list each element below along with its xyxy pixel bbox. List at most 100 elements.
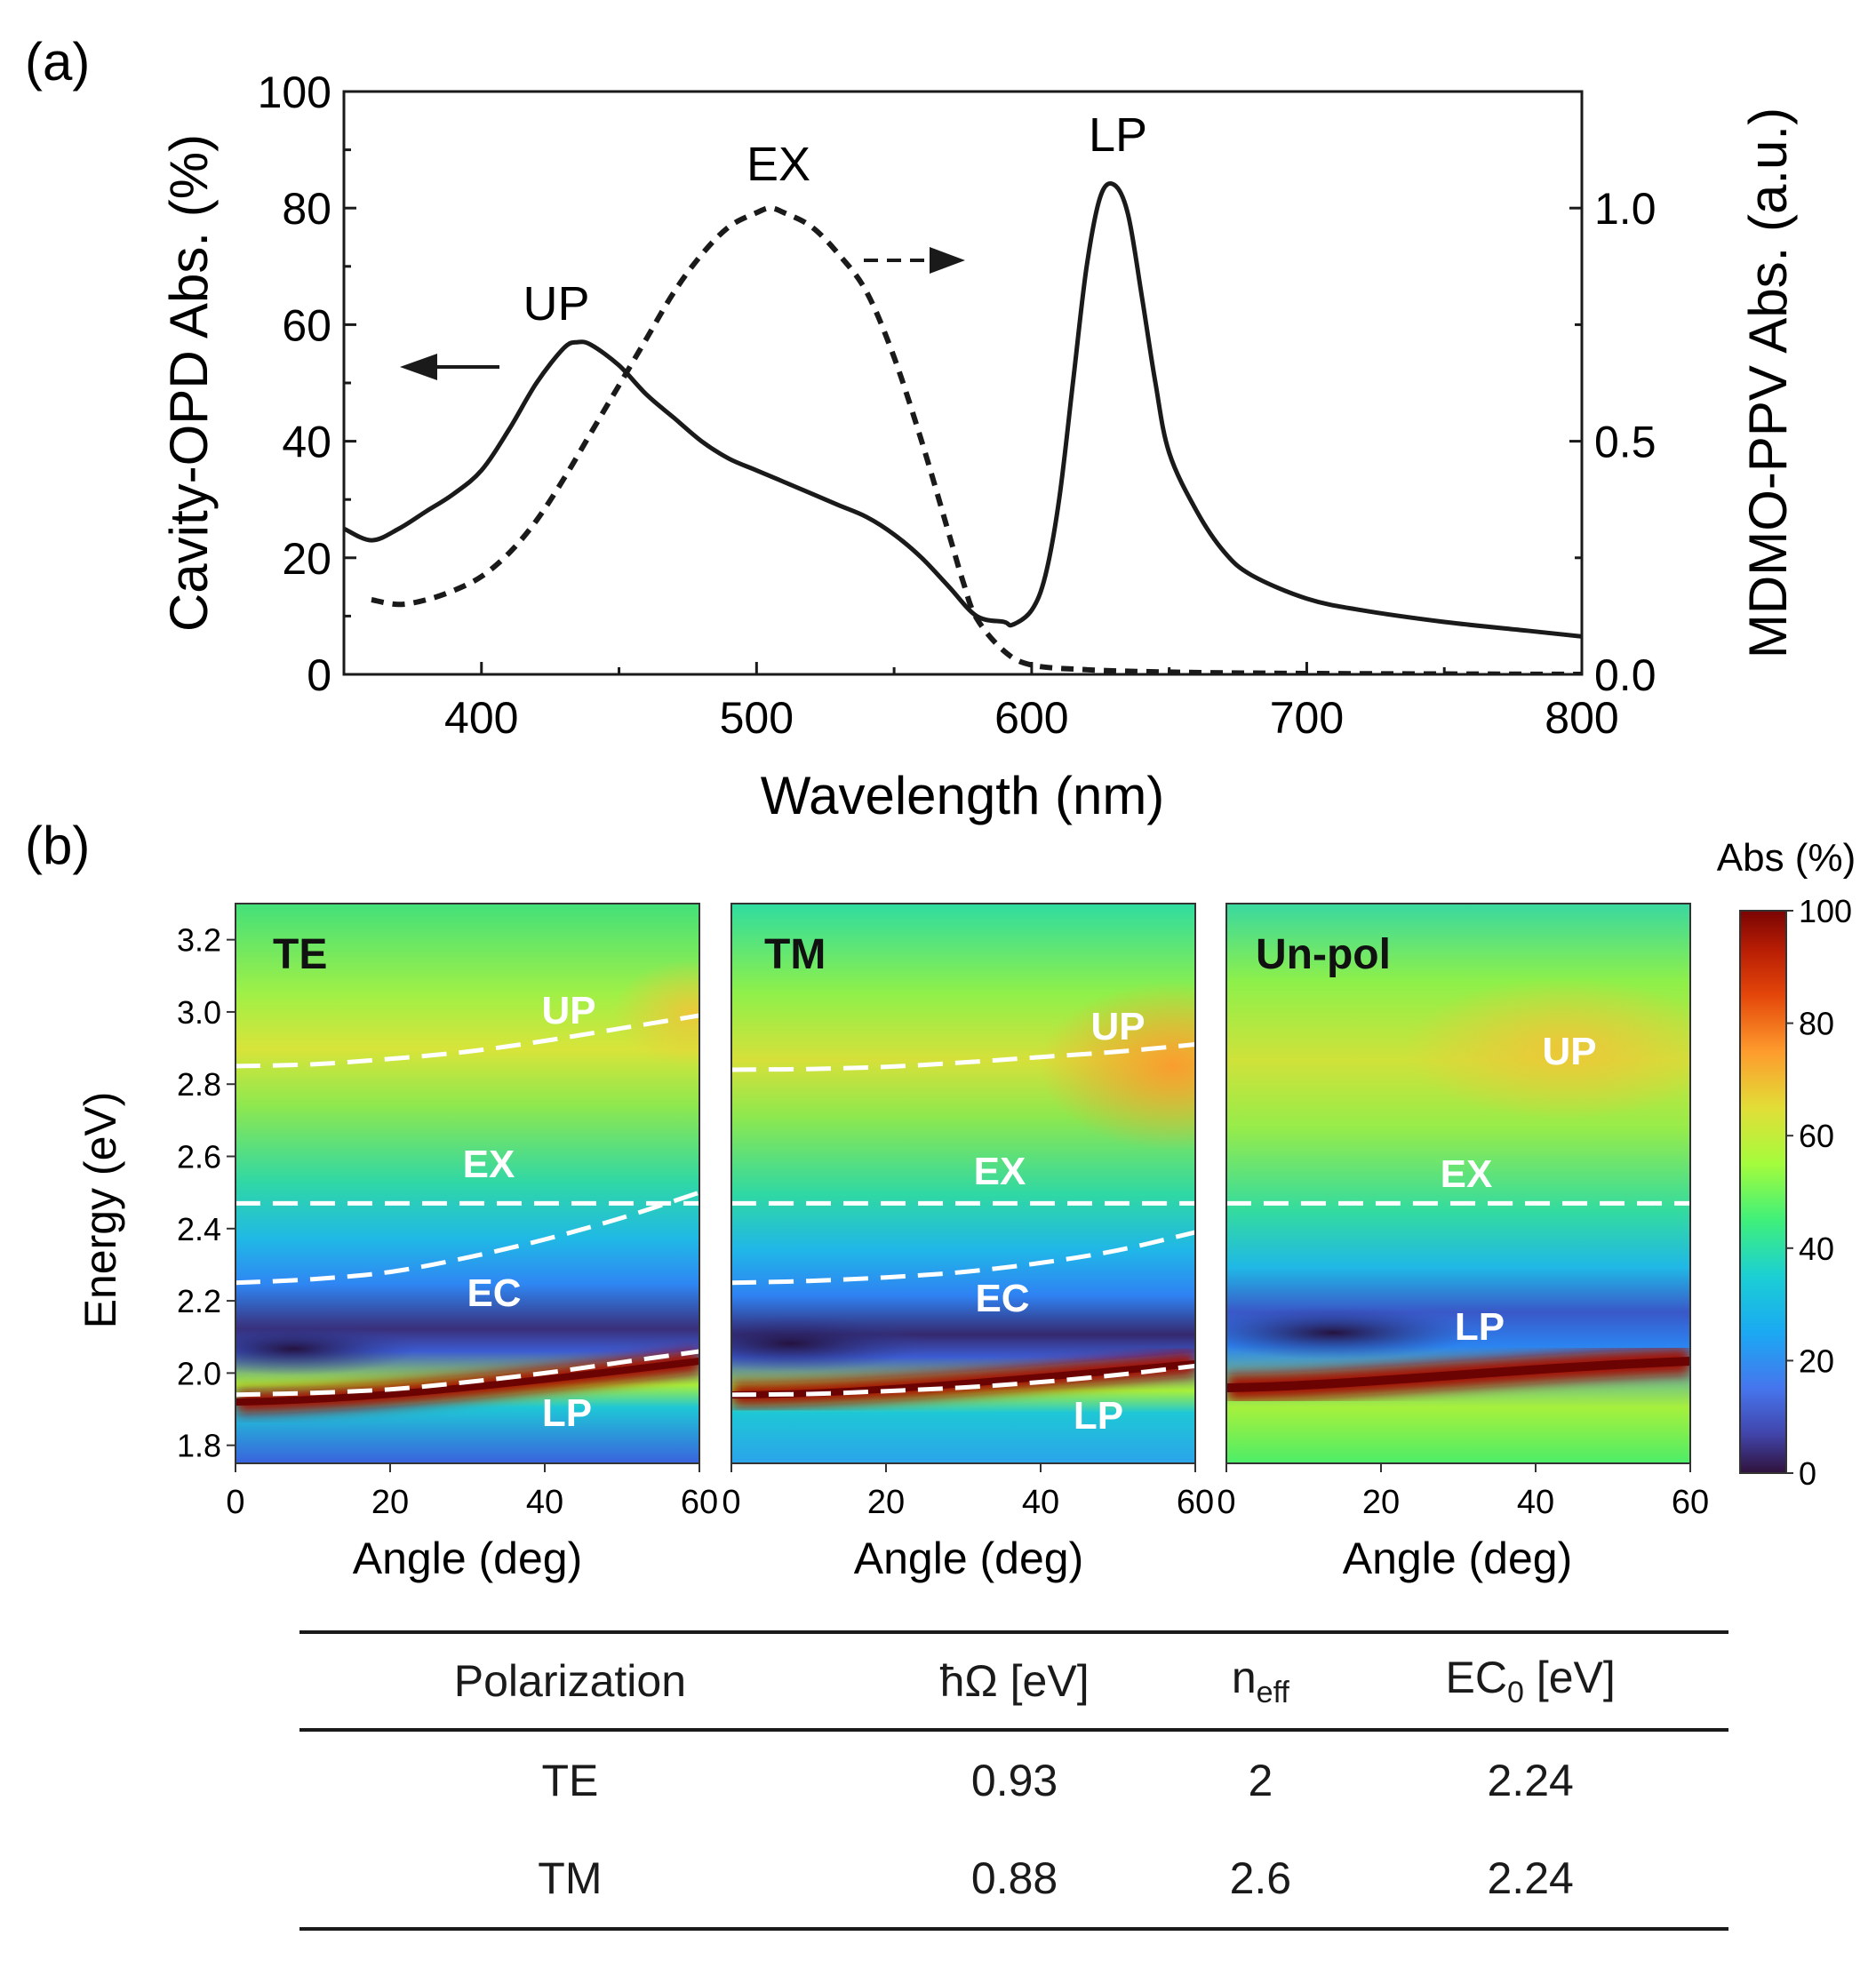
tm-lp-curve [731,1363,1195,1398]
colorbar-tick-label: 20 [1799,1343,1834,1379]
energy-tick-label: 2.4 [177,1211,221,1247]
table-cell: 0.93 [970,1756,1058,1805]
tm-up-curve [731,1042,1195,1072]
panel-a-ticks: 400 500 600 700 800 0 20 40 60 80 100 0.0 0.5 1.0 [258,68,1656,743]
panel-b-ticks: 0 20 40 601.82.02.22.42.62.83.03.20 20 40 60 0 2… [177,922,1709,1521]
te-title: TE [273,931,327,978]
te-x-tick-label: 60 [681,1484,718,1521]
header-ec0: EC0 [eV] [1332,1630,1728,1732]
y2-tick-label: 0.5 [1594,418,1656,467]
unpol-title: Un-pol [1256,931,1391,978]
energy-tick-label: 2.8 [177,1066,221,1103]
table-row: TM 0.88 2.6 2.24 [299,1829,1728,1931]
colorbar-title: Abs (%) [1717,836,1856,880]
y-tick-label: 80 [282,184,331,234]
header-rabi-splitting: ħΩ [eV] [840,1630,1189,1732]
tm-label-ex: EX [974,1150,1026,1193]
tm-xlabel: Angle (deg) [854,1534,1084,1583]
table-cell: 0.88 [840,1829,1189,1931]
tm-x-tick-label: 60 [1177,1484,1214,1521]
colorbar-ticks: 0 20 40 60 80 100 [1786,893,1852,1492]
te-label-up: UP [541,989,595,1032]
annotation-ex: EX [746,138,810,191]
panel-a-y2label: MDMO-PPV Abs. (a.u.) [1738,108,1798,658]
heatmap-unpol [1226,904,1690,1463]
y-tick-label: 60 [282,300,331,350]
colorbar-tick-label: 40 [1799,1231,1834,1267]
x-tick-label: 500 [720,693,794,743]
unpol-x-tick-label: 60 [1672,1484,1709,1521]
energy-tick-label: 2.6 [177,1139,221,1175]
unpol-x-tick-label: 0 [1217,1484,1235,1521]
te-label-ex: EX [463,1143,515,1186]
energy-tick-label: 3.2 [177,922,221,959]
te-label-ec: EC [467,1271,521,1315]
tm-x-tick-label: 20 [867,1484,905,1521]
unpol-xlabel: Angle (deg) [1343,1534,1573,1583]
panel-a-ylabel: Cavity-OPD Abs. (%) [159,134,219,632]
energy-tick-label: 2.2 [177,1283,221,1319]
unpol-x-tick-label: 40 [1517,1484,1554,1521]
tm-label-ec: EC [975,1277,1029,1320]
unpol-label-ex: EX [1441,1152,1493,1196]
tm-title: TM [764,931,826,978]
energy-tick-label: 3.0 [177,994,221,1031]
y-tick-label: 40 [282,418,331,467]
colorbar-tick-label: 80 [1799,1006,1834,1042]
heatmap-tm [731,904,1195,1463]
y2-tick-label: 0.0 [1594,650,1656,700]
table-cell: TM [299,1829,841,1931]
energy-tick-label: 1.8 [177,1428,221,1464]
x-tick-label: 700 [1270,693,1344,743]
table-header-row: Polarization ħΩ [eV] neff EC0 [eV] [299,1630,1728,1732]
y-tick-label: 100 [258,68,331,117]
te-label-lp: LP [542,1391,592,1435]
unpol-label-up: UP [1542,1030,1596,1073]
te-x-tick-label: 20 [371,1484,409,1521]
tm-frame [730,903,1196,1464]
table-row: TE 0.93 2 2.24 [299,1730,1728,1829]
panel-a-label: (a) [25,32,90,92]
header-polarization: Polarization [299,1630,841,1732]
colorbar-tick-label: 0 [1799,1455,1816,1492]
unpol-label-lp: LP [1455,1305,1505,1349]
tm-ec-curve [731,1230,1195,1286]
y-tick-label: 0 [307,650,331,700]
te-lp-curve [235,1349,699,1398]
annotation-lp: LP [1089,108,1147,162]
te-up-curve [235,1013,699,1069]
tm-x-tick-label: 40 [1022,1484,1059,1521]
left-axis-arrow [400,354,499,380]
panel-b-ylabel: Energy (eV) [76,1092,125,1329]
te-x-tick-label: 40 [526,1484,563,1521]
table-cell: TE [541,1756,599,1805]
x-tick-label: 800 [1545,693,1618,743]
unpol-frame [1225,903,1691,1464]
right-axis-arrow [864,247,965,274]
y2-tick-label: 1.0 [1594,184,1656,234]
table-cell: 2.6 [1188,1829,1333,1931]
te-ec-curve [235,1190,699,1286]
colorbar [1739,910,1787,1474]
table-cell: 2.24 [1487,1756,1574,1805]
energy-tick-label: 2.0 [177,1355,221,1391]
table-cell: 2.24 [1332,1829,1728,1931]
te-x-tick-label: 0 [226,1484,244,1521]
y-tick-label: 20 [282,534,331,584]
cavity-opd-line [344,181,1582,639]
tm-label-lp: LP [1074,1394,1123,1438]
x-tick-label: 400 [444,693,518,743]
heatmap-te [235,904,699,1463]
panel-a-xlabel: Wavelength (nm) [761,766,1165,825]
parameter-table: Polarization ħΩ [eV] neff EC0 [eV] TE 0.… [299,1630,1728,1931]
mdmo-ppv-dashed-line [371,205,1582,674]
tm-x-tick-label: 0 [722,1484,740,1521]
panel-b-label: (b) [25,816,90,875]
colorbar-tick-label: 100 [1799,893,1852,929]
header-neff: neff [1188,1630,1333,1732]
te-xlabel: Angle (deg) [353,1534,583,1583]
tm-label-up: UP [1090,1005,1145,1048]
table-cell: 2 [1248,1756,1273,1805]
colorbar-tick-label: 60 [1799,1118,1834,1154]
